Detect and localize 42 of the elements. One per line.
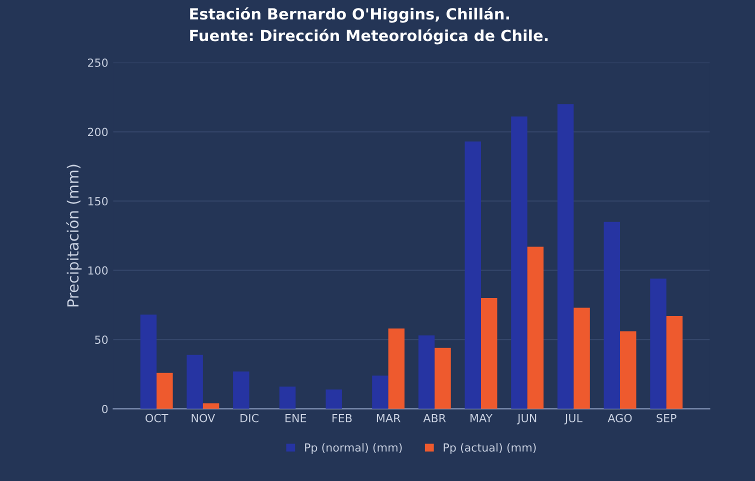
y-axis-title: Precipitación (mm) <box>66 164 82 306</box>
bar <box>140 314 157 409</box>
chart-title: Estación Bernardo O'Higgins, Chillán. Fuente: Dirección Meteorológica de Chile. <box>190 7 548 44</box>
y-tick-label: 200 <box>88 128 108 136</box>
x-tick-label: JUL <box>564 414 582 424</box>
y-tick-label: 100 <box>88 266 108 275</box>
legend-label: Pp (actual) (mm) <box>444 443 536 454</box>
bar <box>557 104 574 409</box>
bar <box>527 246 544 409</box>
x-tick-label: SEP <box>656 414 676 422</box>
y-tick-label: 150 <box>88 197 108 206</box>
bar <box>511 116 528 409</box>
x-tick-label: AGO <box>608 414 632 422</box>
bar <box>372 376 388 409</box>
bar <box>418 335 435 409</box>
y-tick-label: 250 <box>88 58 108 67</box>
bar <box>388 328 405 409</box>
bar <box>666 316 683 409</box>
x-tick-label: ENE <box>286 414 306 422</box>
bar <box>326 389 342 409</box>
x-tick-label: MAY <box>470 414 493 422</box>
bar <box>574 308 590 409</box>
legend-label: Pp (normal) (mm) <box>305 443 402 454</box>
bar <box>464 141 481 409</box>
y-tick-label: 0 <box>102 404 108 414</box>
x-tick-label: ABR <box>423 414 446 422</box>
y-tick-label: 50 <box>95 336 108 344</box>
x-tick-label: JUN <box>516 414 536 424</box>
x-tick-label: DIC <box>240 414 258 422</box>
bar <box>480 298 498 409</box>
bar <box>434 348 451 409</box>
bar <box>186 354 203 409</box>
bar <box>650 278 666 409</box>
bar <box>604 222 620 409</box>
bar <box>156 372 173 409</box>
x-tick-label: OCT <box>146 414 168 422</box>
x-tick-label: FEB <box>332 414 352 422</box>
bar <box>233 371 250 409</box>
x-tick-label: NOV <box>192 414 216 422</box>
x-tick-label: MAR <box>376 414 400 422</box>
bar <box>620 331 636 409</box>
bar <box>279 386 296 409</box>
